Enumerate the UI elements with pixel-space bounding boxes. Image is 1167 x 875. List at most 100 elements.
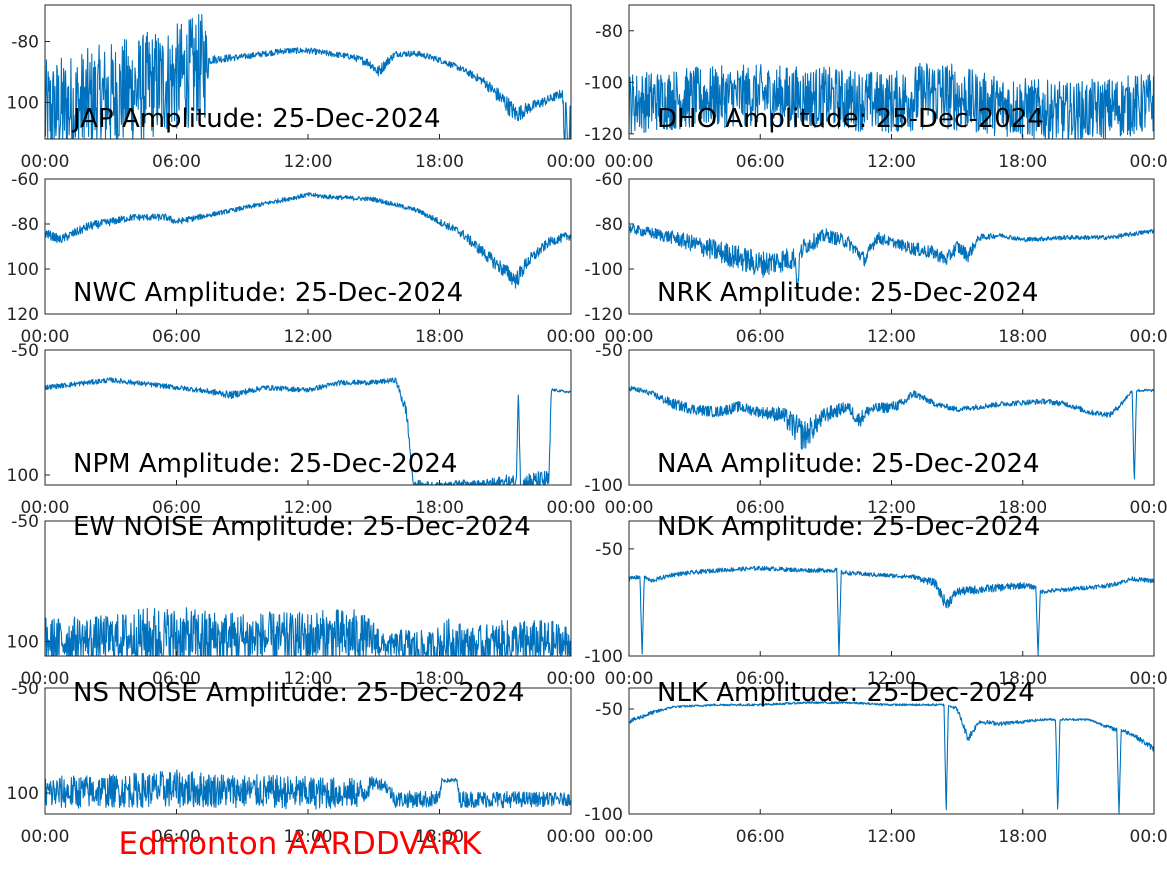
panel-title: NAA Amplitude: 25-Dec-2024 [657,449,1040,479]
y-tick-label: -100 [584,647,623,667]
y-tick-label: -120 [584,125,623,145]
x-tick-label: 12:00 [284,327,333,347]
x-tick-label: 12:00 [284,669,333,689]
amplitude-trace [44,769,572,810]
x-tick-label: 06:00 [152,327,201,347]
x-tick-label: 00:00 [605,827,654,847]
x-tick-label: 00:00 [21,327,70,347]
y-tick-label: -100 [584,260,623,280]
x-tick-label: 00:00 [547,669,596,689]
x-tick-label: 18:00 [998,152,1047,172]
amplitude-trace [44,13,572,140]
amplitude-trace [628,701,1155,815]
axes-box [628,349,1155,486]
x-tick-label: 06:00 [152,498,201,518]
x-tick-label: 00:00 [1130,669,1167,689]
x-tick-label: 12:00 [867,327,916,347]
x-tick-label: 06:00 [736,827,785,847]
x-tick-label: 00:00 [547,152,596,172]
y-tick-label: 100 [7,466,39,486]
panel-4: -60-80-100-12000:0006:0012:0018:0000:00N… [584,170,1167,347]
x-tick-label: 18:00 [415,669,464,689]
amplitude-trace [44,607,572,657]
x-tick-label: 00:00 [605,152,654,172]
amplitude-trace [628,224,1155,297]
x-tick-label: 18:00 [998,827,1047,847]
x-tick-label: 18:00 [415,152,464,172]
amplitude-trace [44,377,572,486]
x-tick-label: 06:00 [152,669,201,689]
amplitude-trace [44,192,572,289]
panel-title: NRK Amplitude: 25-Dec-2024 [657,278,1038,308]
x-tick-label: 00:00 [1130,498,1167,518]
y-tick-label: -50 [11,512,39,532]
station-footer-label: Edmonton AARDDVARK [118,826,482,862]
y-tick-label: -50 [11,341,39,361]
amplitude-trace [628,385,1155,480]
x-tick-label: 00:00 [1130,152,1167,172]
axes-box [44,178,572,315]
x-tick-label: 12:00 [284,498,333,518]
x-tick-label: 00:00 [547,327,596,347]
y-tick-label: 100 [7,93,39,113]
x-tick-label: 00:00 [21,827,70,847]
amplitude-trace [628,62,1155,140]
x-tick-label: 00:00 [1130,827,1167,847]
x-tick-label: 18:00 [415,827,464,847]
x-tick-label: 18:00 [415,327,464,347]
x-tick-label: 18:00 [415,498,464,518]
y-tick-label: -50 [595,540,623,560]
y-tick-label: 120 [7,305,39,325]
panel-title: NS NOISE Amplitude: 25-Dec-2024 [73,678,525,708]
x-tick-label: 12:00 [867,152,916,172]
x-tick-label: 18:00 [998,669,1047,689]
panel-grid: -80 100 00:00 06:00 12:00 18:00 00:00 JAP Ampli… [7,4,1167,847]
panel-title: NWC Amplitude: 25-Dec-2024 [73,278,463,308]
x-tick-label: 00:00 [547,827,596,847]
x-tick-label: 06:00 [152,152,201,172]
y-tick-label: 100 [7,784,39,804]
amplitude-trace [628,565,1155,657]
x-tick-label: 12:00 [284,152,333,172]
x-tick-label: 06:00 [736,498,785,518]
axes-box [628,520,1155,657]
y-tick-label: -50 [595,341,623,361]
x-tick-label: 12:00 [867,498,916,518]
y-tick-label: -80 [595,215,623,235]
panel-title: JAP Amplitude: 25-Dec-2024 [71,104,441,134]
x-tick-label: 00:00 [605,498,654,518]
x-tick-label: 00:00 [21,669,70,689]
panel-2: -80-100-12000:0006:0012:0018:0000:00DHO … [584,4,1167,172]
y-tick-label: -100 [584,805,623,825]
axes-box [628,178,1155,315]
panel-title: NLK Amplitude: 25-Dec-2024 [657,678,1035,708]
y-tick-label: -100 [584,73,623,93]
y-tick-label: -100 [584,476,623,496]
panel-title: NPM Amplitude: 25-Dec-2024 [73,449,457,479]
x-tick-label: 00:00 [1130,327,1167,347]
y-tick-label: -80 [595,22,623,42]
y-tick-label: -60 [11,170,39,190]
x-tick-label: 18:00 [998,327,1047,347]
x-tick-label: 06:00 [152,827,201,847]
y-tick-label: -60 [595,170,623,190]
x-tick-label: 00:00 [21,498,70,518]
axes-box [44,349,572,486]
x-tick-label: 06:00 [736,152,785,172]
x-tick-label: 00:00 [605,327,654,347]
x-tick-label: 06:00 [736,669,785,689]
panel-9: -50 100 00:00 06:00 12:00 18:00 00:00 NS NOISE … [7,678,596,847]
x-tick-label: 12:00 [867,669,916,689]
x-tick-label: 18:00 [998,498,1047,518]
axes-box [628,687,1155,815]
y-tick-label: 100 [7,633,39,653]
panel-7: -50 100 00:00 06:00 12:00 18:00 00:00 EW NOISE … [7,512,596,689]
y-tick-label: -50 [595,700,623,720]
